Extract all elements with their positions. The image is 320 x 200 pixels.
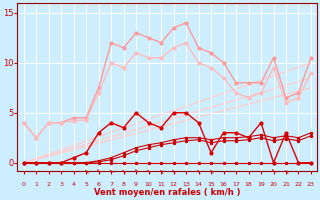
Text: ←: ← — [108, 167, 115, 174]
Text: ←: ← — [157, 167, 165, 174]
Text: ←: ← — [132, 167, 140, 174]
Text: ←: ← — [120, 167, 127, 174]
Text: ←: ← — [95, 167, 102, 174]
Text: ←: ← — [145, 167, 152, 174]
X-axis label: Vent moyen/en rafales ( km/h ): Vent moyen/en rafales ( km/h ) — [94, 188, 241, 197]
Text: ←: ← — [83, 167, 90, 174]
Text: ←: ← — [282, 167, 290, 174]
Text: ←: ← — [270, 167, 277, 174]
Text: ←: ← — [170, 167, 177, 174]
Text: ←: ← — [207, 167, 215, 174]
Text: ←: ← — [195, 167, 202, 174]
